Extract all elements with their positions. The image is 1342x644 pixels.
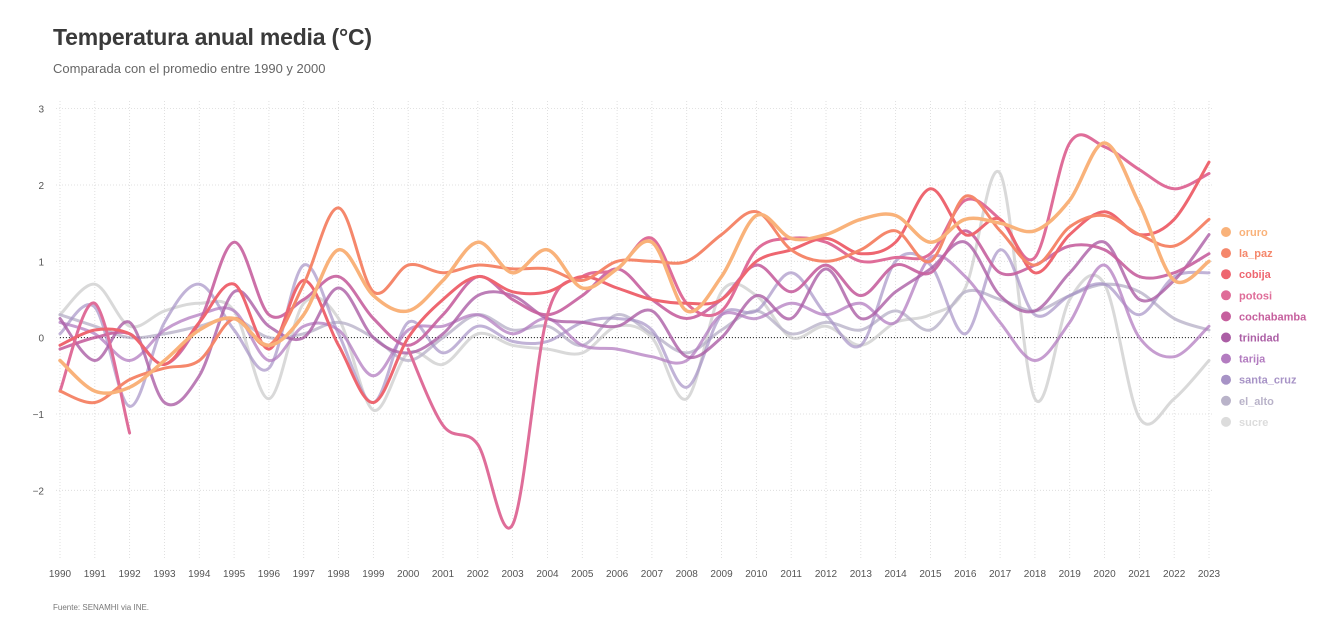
x-tick-label: 1990 — [49, 569, 72, 580]
series-line-sucre — [58, 169, 1211, 426]
y-tick-label: −1 — [33, 410, 45, 421]
chart-title: Temperatura anual media (°C) — [53, 24, 372, 50]
x-tick-label: 1998 — [327, 569, 350, 580]
legend-swatch-santa_cruz — [1221, 374, 1231, 385]
x-tick-label: 2013 — [850, 569, 873, 580]
legend-swatch-trinidad — [1221, 332, 1231, 343]
x-tick-label: 2007 — [641, 569, 664, 580]
series-line-potosi — [58, 133, 1211, 530]
series-line-trinidad — [58, 233, 1211, 407]
x-tick-label: 2000 — [397, 569, 420, 580]
x-tick-label: 2020 — [1093, 569, 1116, 580]
legend-label-oruro: oruro — [1239, 227, 1268, 239]
x-tick-label: 2019 — [1059, 569, 1082, 580]
y-tick-label: 1 — [38, 257, 44, 268]
x-tick-label: 2023 — [1198, 569, 1221, 580]
legend-label-trinidad: trinidad — [1239, 333, 1279, 345]
x-tick-label: 2016 — [954, 569, 977, 580]
legend-label-el_alto: el_alto — [1239, 396, 1274, 408]
x-tick-label: 2003 — [502, 569, 525, 580]
x-tick-label: 2012 — [815, 569, 838, 580]
x-tick-label: 2004 — [536, 569, 559, 580]
legend-swatch-cobija — [1221, 269, 1231, 280]
x-tick-label: 2021 — [1128, 569, 1151, 580]
legend-swatch-oruro — [1221, 227, 1231, 237]
x-tick-label: 1993 — [153, 569, 176, 580]
series-line-oruro — [58, 141, 1211, 395]
legend-swatch-tarija — [1221, 353, 1231, 364]
legend-swatch-potosi — [1221, 290, 1231, 301]
x-tick-label: 2001 — [432, 569, 455, 580]
series-line-tarija — [58, 254, 1211, 378]
axis-layer: 1990 1991 1992 1993 1994 1995 1996 1997 1998 1999… — [33, 105, 1221, 580]
series-layer — [58, 133, 1211, 530]
y-tick-label: 2 — [38, 181, 44, 192]
x-tick-label: 1997 — [293, 569, 316, 580]
x-tick-label: 1992 — [119, 569, 142, 580]
x-tick-label: 1995 — [223, 569, 246, 580]
legend-label-sucre: sucre — [1239, 417, 1268, 429]
legend-label-santa_cruz: santa_cruz — [1239, 375, 1297, 387]
legend-swatch-la_paz — [1221, 248, 1231, 259]
legend-swatch-sucre — [1221, 416, 1231, 427]
legend-label-la_paz: la_paz — [1239, 248, 1273, 260]
series-line-santa_cruz — [58, 248, 1211, 408]
legend-label-potosi: potosi — [1239, 290, 1272, 302]
x-tick-label: 2010 — [745, 569, 768, 580]
x-tick-label: 2017 — [989, 569, 1012, 580]
series-line-cochabamba — [58, 229, 1211, 366]
x-tick-label: 2006 — [606, 569, 629, 580]
series-line-la_paz — [58, 194, 1211, 405]
x-tick-label: 2011 — [780, 569, 802, 580]
source-note: Fuente: SENAMHI via INE. — [53, 603, 150, 612]
x-tick-label: 1994 — [188, 569, 211, 580]
x-tick-label: 2014 — [885, 569, 908, 580]
series-line-cobija — [58, 160, 1211, 404]
chart-subtitle: Comparada con el promedio entre 1990 y 2… — [53, 61, 326, 76]
x-tick-label: 1996 — [258, 569, 281, 580]
legend-swatch-el_alto — [1221, 395, 1231, 406]
x-tick-label: 2022 — [1163, 569, 1186, 580]
x-tick-label: 1991 — [84, 569, 107, 580]
y-tick-label: 3 — [38, 105, 44, 116]
x-tick-label: 2009 — [710, 569, 733, 580]
legend-label-cochabamba: cochabamba — [1239, 311, 1307, 323]
x-tick-label: 2002 — [467, 569, 490, 580]
x-tick-label: 2015 — [919, 569, 942, 580]
legend-label-tarija: tarija — [1239, 354, 1266, 366]
x-tick-label: 2005 — [571, 569, 594, 580]
grid-layer — [56, 101, 1214, 559]
legend-label-cobija: cobija — [1239, 269, 1272, 281]
x-tick-label: 1999 — [362, 569, 385, 580]
y-tick-label: 0 — [38, 334, 44, 345]
y-tick-label: −2 — [33, 486, 45, 497]
x-tick-label: 2018 — [1024, 569, 1047, 580]
legend-swatch-cochabamba — [1221, 311, 1231, 322]
x-tick-label: 2008 — [676, 569, 699, 580]
